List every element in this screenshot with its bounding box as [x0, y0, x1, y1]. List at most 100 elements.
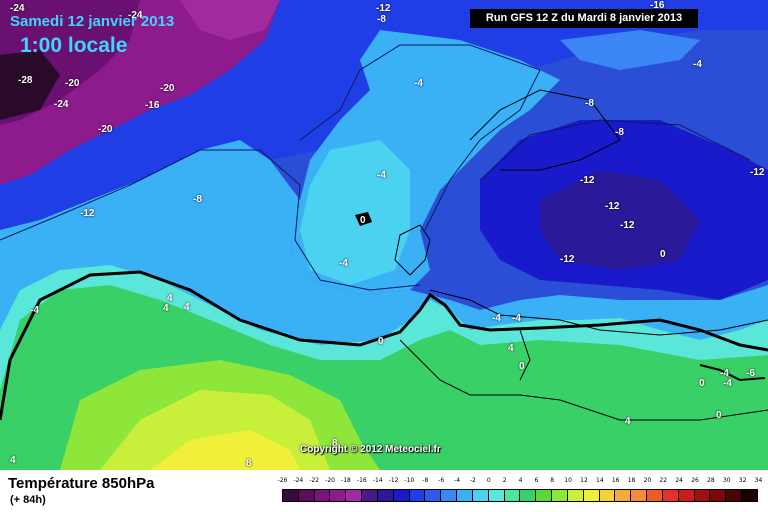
legend-swatch — [346, 490, 363, 501]
isotherm-label: 8 — [332, 438, 338, 449]
legend-tick: -10 — [404, 477, 415, 484]
legend-swatch — [457, 490, 473, 501]
legend-swatch — [726, 490, 743, 501]
legend-tick: 12 — [580, 477, 588, 484]
legend-swatch — [599, 490, 616, 501]
legend-tick: 4 — [518, 477, 523, 484]
isotherm-label: -24 — [54, 99, 69, 110]
isotherm-label: -4 — [693, 59, 702, 70]
legend-swatch — [425, 490, 442, 501]
legend-tick: 28 — [707, 477, 715, 484]
model-run-label: Run GFS 12 Z du Mardi 8 janvier 2013 — [470, 9, 698, 28]
legend-swatch — [504, 490, 521, 501]
legend-swatch — [694, 490, 711, 501]
isotherm-label: -4 — [414, 78, 423, 89]
isotherm-label: -4 — [339, 258, 348, 269]
isotherm-label: 4 — [10, 455, 16, 466]
isotherm-label: 4 — [625, 416, 631, 427]
legend-swatch — [488, 490, 505, 501]
isotherm-label: -4 — [723, 378, 732, 389]
variable-title: Température 850hPa — [8, 475, 155, 492]
legend-tick: -14 — [372, 477, 383, 484]
isotherm-label: -12 — [620, 220, 635, 231]
isotherm-label: 0 — [716, 410, 722, 421]
isotherm-label: 0 — [519, 361, 525, 372]
legend-tick: -24 — [293, 477, 304, 484]
legend-tick: 2 — [502, 477, 507, 484]
forecast-date: Samedi 12 janvier 2013 — [10, 13, 175, 30]
legend-tick: 6 — [534, 477, 539, 484]
legend-tick: -6 — [438, 477, 445, 484]
legend-swatch — [472, 490, 489, 501]
legend-tick: 14 — [596, 477, 604, 484]
isotherm-label: -8 — [615, 127, 624, 138]
isotherm-label: 0 — [699, 378, 705, 389]
legend-tick: 0 — [486, 477, 491, 484]
legend-swatch — [330, 490, 347, 501]
legend-tick: -18 — [341, 477, 351, 484]
isotherm-label: 0 — [660, 249, 666, 260]
isotherm-label: -20 — [160, 83, 175, 94]
legend-swatch — [615, 490, 632, 501]
legend-tick: -22 — [309, 477, 320, 484]
legend-swatch — [583, 490, 600, 501]
legend-tick: 18 — [627, 477, 636, 484]
legend-swatch — [362, 490, 378, 501]
legend-tick: 30 — [722, 477, 731, 484]
isotherm-label: 0 — [378, 336, 384, 347]
legend-swatch — [742, 490, 757, 501]
isotherm-label: 4 — [167, 293, 173, 304]
legend-swatch — [283, 490, 299, 501]
legend-swatch — [409, 490, 426, 501]
isotherm-label: -24 — [128, 10, 143, 21]
legend-tick: 32 — [738, 477, 747, 484]
isotherm-label: -12 — [605, 201, 620, 212]
legend-tick-labels: -26 -24 -22 -20 -18 -16 -14 -12 -10 -8 -6 -4 -2 0 2 4 6 8… — [278, 477, 763, 487]
legend-swatch — [536, 490, 553, 501]
legend-swatch — [377, 490, 394, 501]
isotherm-label: -4 — [720, 368, 729, 379]
color-scale-legend — [282, 489, 758, 502]
isotherm-label: -4 — [377, 170, 386, 181]
legend-tick: 16 — [611, 477, 620, 484]
legend-swatch — [710, 490, 727, 501]
isotherm-label: -8 — [377, 14, 386, 25]
legend-swatch — [567, 490, 584, 501]
legend-swatch — [393, 490, 410, 501]
forecast-time: 1:00 locale — [20, 34, 128, 57]
isotherm-label: -4 — [512, 313, 521, 324]
copyright: Copyright © 2012 Meteociel.fr — [300, 444, 441, 455]
legend-swatch — [662, 490, 679, 501]
isotherm-label: 0 — [360, 215, 366, 226]
legend-swatch — [631, 490, 648, 501]
legend-swatch — [441, 490, 458, 501]
isotherm-label: 8 — [246, 458, 252, 469]
legend-swatch — [314, 490, 331, 501]
legend-swatch — [647, 490, 663, 501]
isotherm-label: -12 — [80, 208, 95, 219]
legend-swatch — [678, 490, 695, 501]
isotherm-label: -28 — [18, 75, 33, 86]
legend-tick: 10 — [564, 477, 572, 484]
lead-time: (+ 84h) — [10, 494, 46, 506]
isotherm-label: -24 — [10, 3, 25, 14]
isotherm-label: -20 — [65, 78, 80, 89]
isotherm-label: -12 — [750, 167, 765, 178]
isotherm-label: -16 — [650, 0, 665, 11]
legend-tick: -16 — [356, 477, 367, 484]
legend-tick: 24 — [675, 477, 683, 484]
legend-tick: -12 — [388, 477, 399, 484]
isotherm-label: -16 — [145, 100, 160, 111]
isotherm-label: -20 — [98, 124, 113, 135]
legend-tick: -8 — [422, 477, 429, 484]
legend-tick: -20 — [325, 477, 335, 484]
legend-swatch — [298, 490, 315, 501]
legend-tick: 22 — [659, 477, 668, 484]
isotherm-label: -6 — [746, 368, 755, 379]
legend-swatch — [520, 490, 537, 501]
legend-tick: 20 — [643, 477, 652, 484]
isotherm-label: -8 — [193, 194, 202, 205]
legend-swatch — [552, 490, 568, 501]
isotherm-label: -8 — [585, 98, 594, 109]
isotherm-label: -4 — [492, 313, 501, 324]
